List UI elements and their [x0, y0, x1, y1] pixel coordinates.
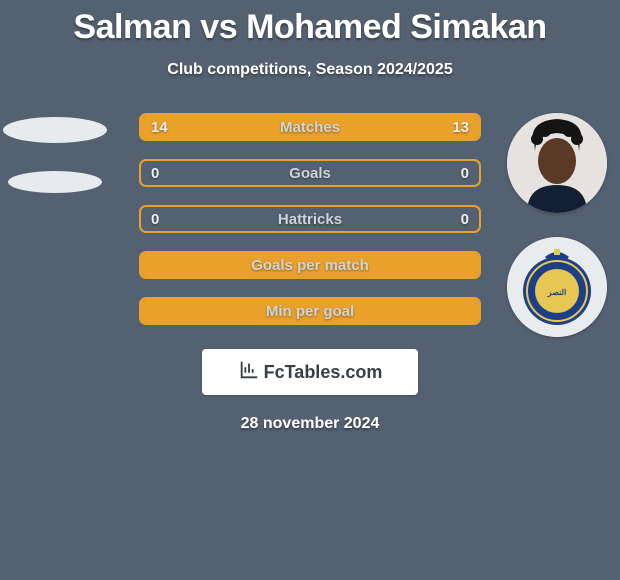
bar-label: Hattricks [141, 207, 479, 231]
bar-value-left: 0 [151, 161, 159, 185]
bar-value-right: 0 [461, 207, 469, 231]
page-subtitle: Club competitions, Season 2024/2025 [0, 61, 620, 79]
right-player-avatar [507, 113, 607, 213]
bar-fill-left [141, 115, 316, 139]
left-player-column [0, 113, 110, 193]
stat-bar-matches: Matches1413 [139, 113, 481, 141]
bar-fill-left [141, 253, 479, 277]
stat-bar-min-per-goal: Min per goal [139, 297, 481, 325]
bar-value-left: 0 [151, 207, 159, 231]
page-title: Salman vs Mohamed Simakan [0, 0, 620, 47]
stat-bar-hattricks: Hattricks0 0 [139, 205, 481, 233]
bar-value-right: 0 [461, 161, 469, 185]
brand-text: FcTables.com [264, 362, 383, 383]
footer-date: 28 november 2024 [0, 415, 620, 433]
svg-text:النصر: النصر [547, 288, 566, 298]
chart-icon [238, 359, 260, 386]
bar-label: Goals [141, 161, 479, 185]
left-player-avatar-placeholder [3, 117, 107, 143]
stat-bars: Matches1413Goals00Hattricks00Goals per m… [139, 113, 481, 325]
right-player-club-crest: النصر [507, 237, 607, 337]
stats-area: النصر Matches1413Goals00Hattricks00Goals… [0, 113, 620, 325]
left-player-crest-placeholder [8, 171, 102, 193]
brand-badge: FcTables.com [202, 349, 418, 395]
right-player-column: النصر [502, 113, 612, 337]
stat-bar-goals: Goals0 0 [139, 159, 481, 187]
bar-fill-right [316, 115, 479, 139]
bar-fill-left [141, 299, 479, 323]
stat-bar-goals-per-match: Goals per match [139, 251, 481, 279]
